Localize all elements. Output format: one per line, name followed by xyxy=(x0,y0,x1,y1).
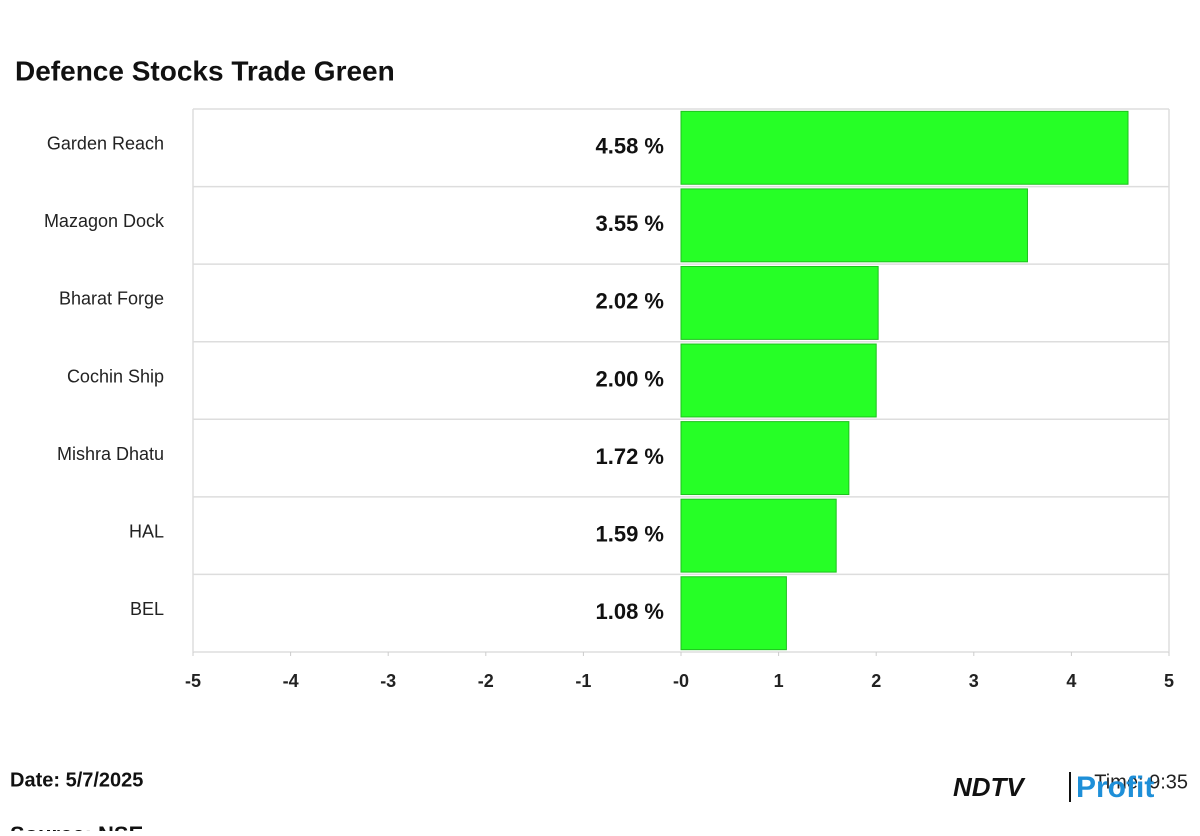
y-tick-label: Bharat Forge xyxy=(59,289,164,309)
logo-accent: Profit xyxy=(1076,771,1154,804)
y-tick-label: Garden Reach xyxy=(47,134,164,154)
x-tick-label: -0 xyxy=(673,671,689,691)
y-tick-label: BEL xyxy=(130,599,164,619)
bar xyxy=(680,110,1129,185)
value-label: 3.55 % xyxy=(596,211,665,236)
value-label: 1.59 % xyxy=(596,521,665,546)
bar xyxy=(680,421,850,496)
x-tick-label: 1 xyxy=(774,671,784,691)
x-tick-label: 3 xyxy=(969,671,979,691)
x-tick-label: -3 xyxy=(380,671,396,691)
source: Source: NSE xyxy=(10,822,143,831)
time: Time: 9:35 xyxy=(1094,771,1188,793)
x-tick-label: 2 xyxy=(871,671,881,691)
value-label: 1.08 % xyxy=(596,599,665,624)
bar xyxy=(680,265,879,340)
bar xyxy=(680,576,787,651)
value-label: 1.72 % xyxy=(596,444,665,469)
x-tick-label: -2 xyxy=(478,671,494,691)
x-tick-label: -5 xyxy=(185,671,201,691)
value-label: 2.00 % xyxy=(596,366,665,391)
x-tick-label: -4 xyxy=(283,671,299,691)
date: Date: 5/7/2025 xyxy=(10,769,143,791)
x-tick-label: 5 xyxy=(1164,671,1174,691)
value-label: 2.02 % xyxy=(596,289,665,314)
x-tick-label: 4 xyxy=(1066,671,1076,691)
logo: NDTV xyxy=(953,772,1026,802)
y-tick-label: Mishra Dhatu xyxy=(57,444,164,464)
y-tick-label: Mazagon Dock xyxy=(44,211,165,231)
y-tick-label: Cochin Ship xyxy=(67,366,164,386)
chart-title: Defence Stocks Trade Green xyxy=(15,55,395,86)
value-label: 4.58 % xyxy=(596,134,665,159)
bar xyxy=(680,498,837,573)
x-tick-label: -1 xyxy=(575,671,591,691)
y-tick-label: HAL xyxy=(129,521,164,541)
bar xyxy=(680,343,877,418)
bar xyxy=(680,188,1028,263)
